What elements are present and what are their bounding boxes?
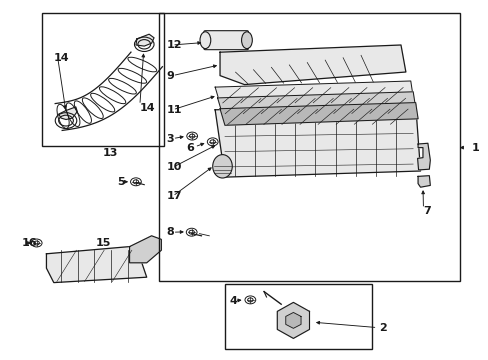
Text: 5: 5 [117, 177, 125, 187]
Polygon shape [215, 81, 412, 104]
Bar [224, 284, 371, 349]
Polygon shape [220, 45, 405, 85]
Text: 17: 17 [166, 191, 182, 201]
Ellipse shape [212, 155, 232, 178]
Polygon shape [220, 103, 417, 125]
Text: 14: 14 [54, 53, 69, 63]
Text: 1: 1 [471, 143, 479, 153]
Polygon shape [215, 104, 420, 177]
Text: 9: 9 [166, 71, 174, 81]
Text: 12: 12 [166, 40, 182, 50]
Text: 6: 6 [185, 143, 193, 153]
Text: 3: 3 [166, 134, 174, 144]
Bar [159, 13, 459, 281]
Polygon shape [59, 107, 77, 120]
Polygon shape [46, 247, 146, 283]
FancyBboxPatch shape [203, 31, 248, 50]
Polygon shape [217, 92, 415, 114]
Text: 13: 13 [102, 148, 118, 158]
Polygon shape [417, 176, 429, 187]
Polygon shape [417, 143, 429, 170]
Text: 2: 2 [378, 323, 386, 333]
Ellipse shape [241, 32, 252, 49]
Text: 11: 11 [166, 105, 182, 115]
Polygon shape [136, 34, 154, 46]
Text: 15: 15 [95, 238, 110, 248]
Text: 7: 7 [422, 206, 430, 216]
Polygon shape [277, 302, 309, 338]
Text: 10: 10 [166, 162, 181, 172]
Text: 14: 14 [139, 103, 155, 113]
Bar [41, 13, 163, 146]
Text: 16: 16 [22, 238, 38, 248]
Text: 4: 4 [229, 296, 237, 306]
Text: 8: 8 [166, 227, 174, 237]
Ellipse shape [200, 32, 210, 49]
Polygon shape [285, 312, 301, 328]
Polygon shape [129, 236, 161, 263]
